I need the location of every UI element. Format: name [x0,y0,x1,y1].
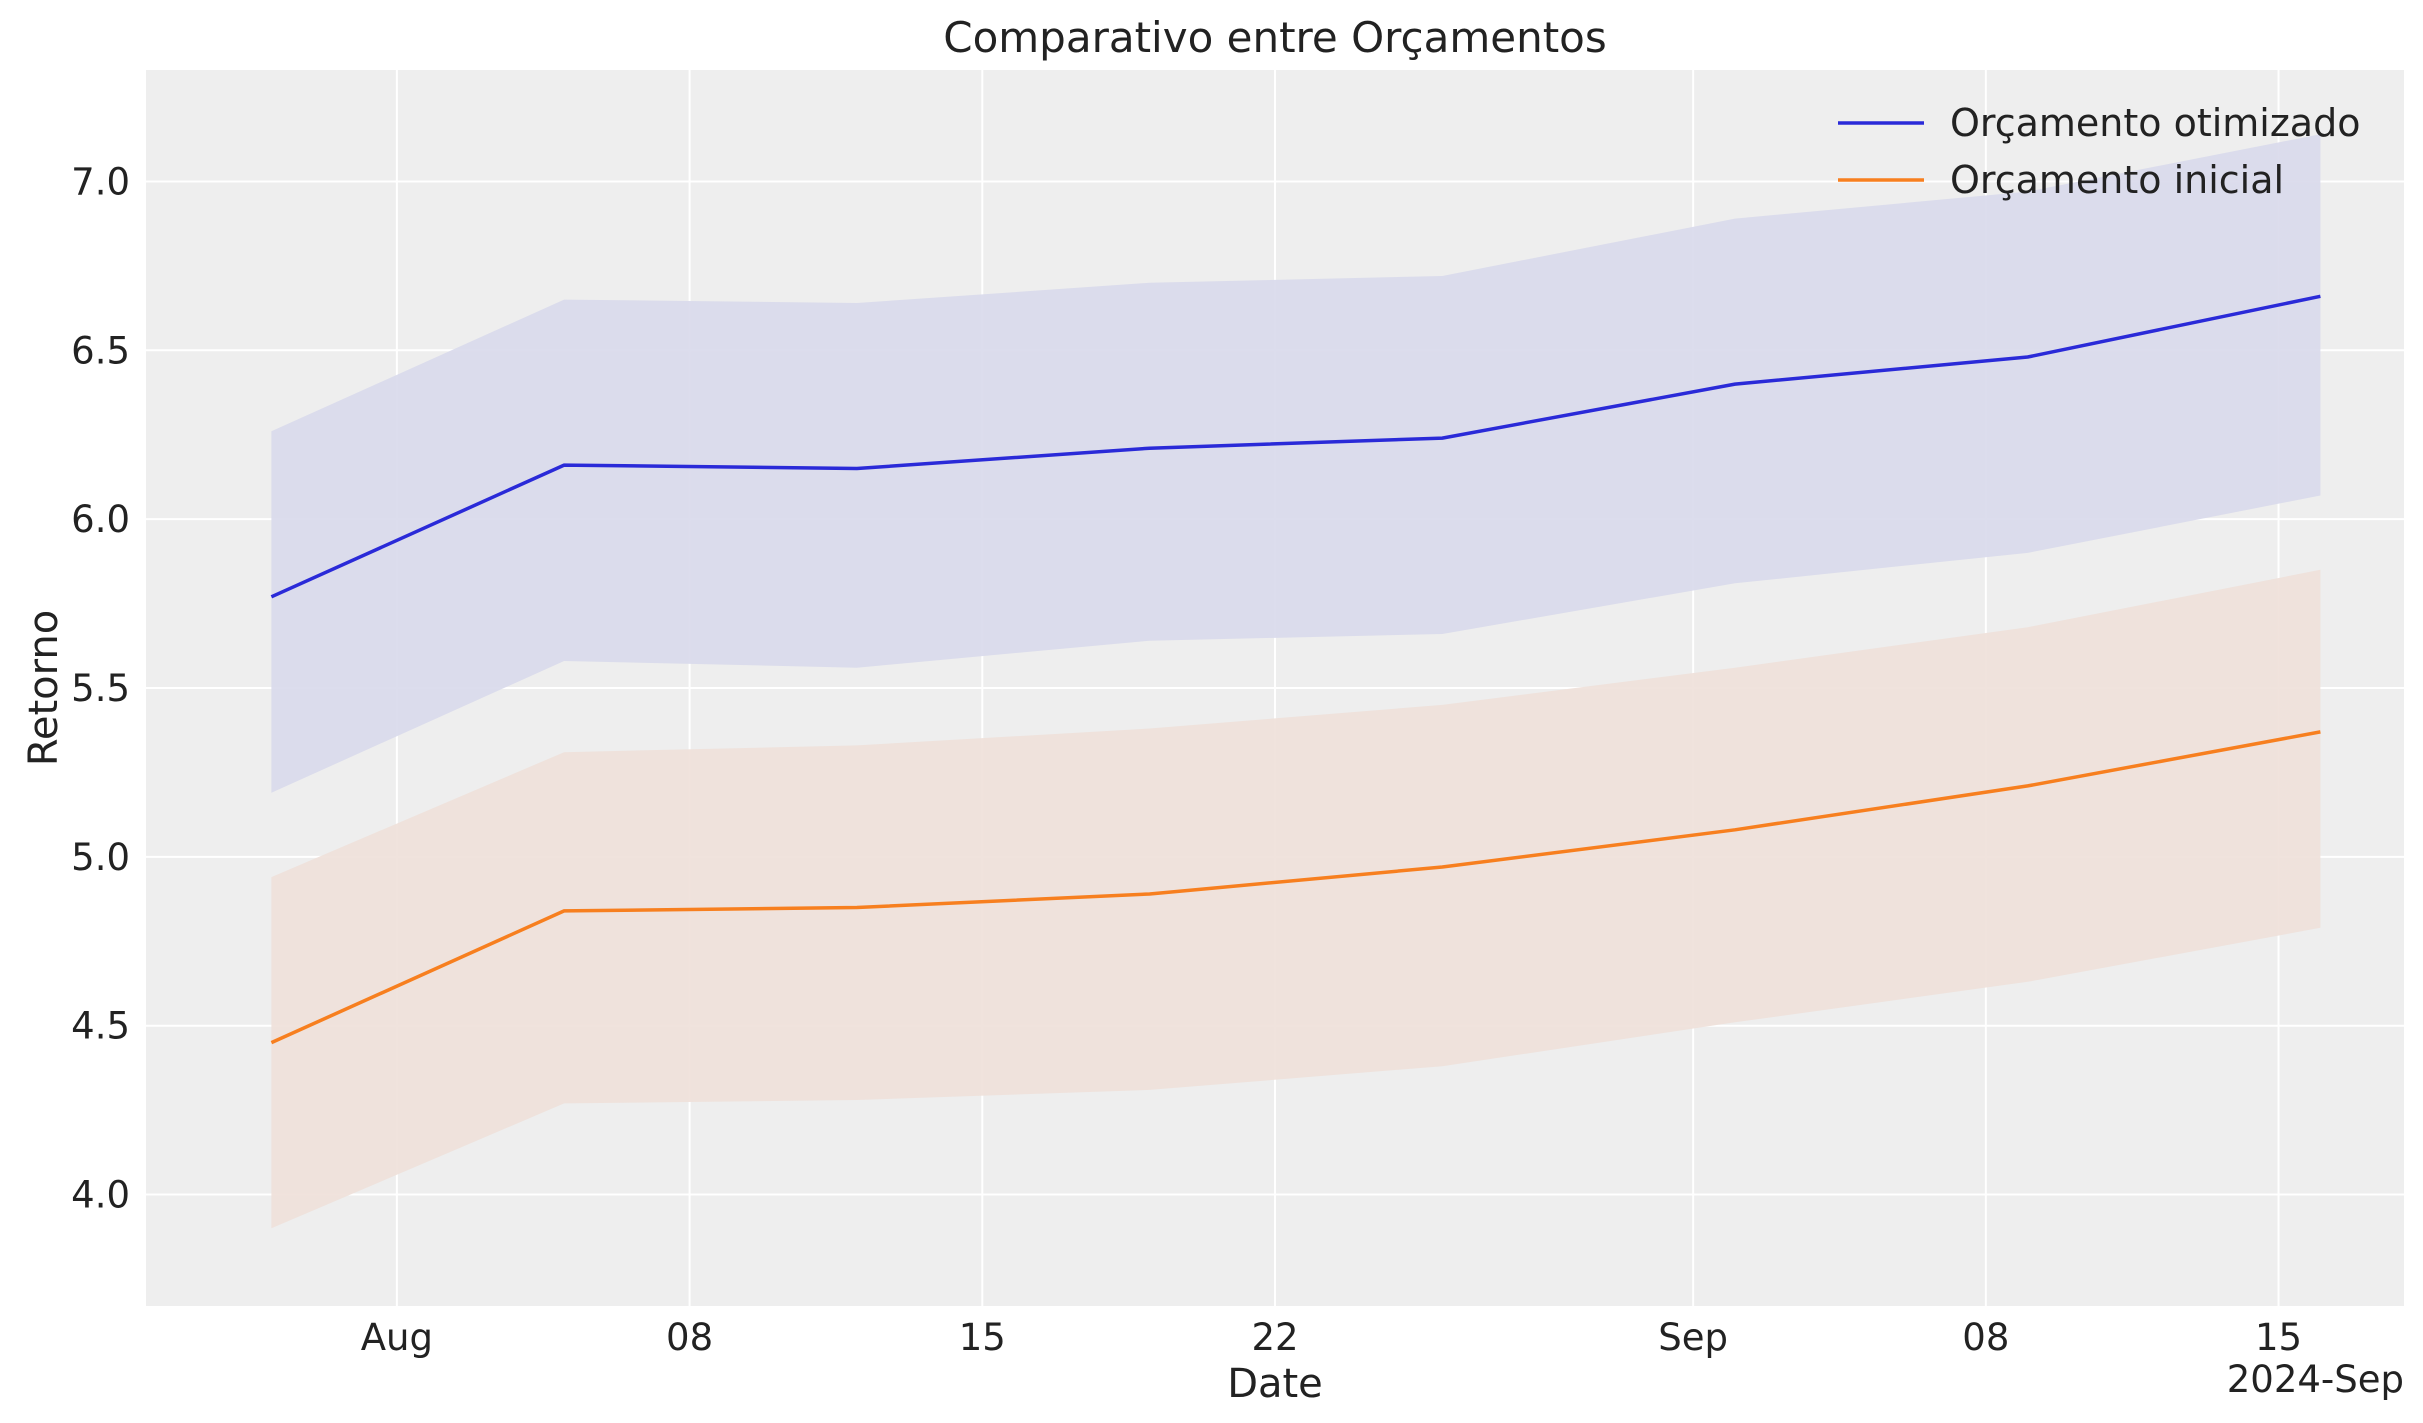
y-tick-label: 7.0 [71,160,130,203]
y-axis-title: Retorno [21,610,67,766]
y-tick-label: 4.5 [71,1005,130,1048]
x-tick-label: Sep [1658,1316,1728,1359]
x-axis-title: Date [1227,1361,1323,1407]
y-tick-label: 6.5 [71,329,130,372]
y-tick-label: 4.0 [71,1174,130,1217]
x-tick-labels: Aug 08 15 22 Sep 08 15 [361,1316,2302,1359]
band-orcamento-inicial [271,569,2321,1229]
line-orcamento-otimizado [270,294,2321,599]
x-tick-label: 15 [2255,1316,2302,1359]
x-tick-label: Aug [361,1316,433,1359]
legend: Orçamento otimizado Orçamento inicial [1838,101,2360,202]
x-tick-label: 08 [1962,1316,2009,1359]
x-tick-label: 15 [959,1316,1006,1359]
y-tick-label: 5.0 [71,836,130,879]
x-tick-label: 08 [666,1316,713,1359]
legend-label-orcamento-inicial: Orçamento inicial [1950,158,2284,202]
chart-title: Comparativo entre Orçamentos [943,13,1607,62]
x-tick-label: 22 [1251,1316,1298,1359]
x-offset-label: 2024-Sep [2227,1358,2404,1401]
line-orcamento-inicial [270,730,2321,1045]
y-tick-labels: 4.0 4.5 5.0 5.5 6.0 6.5 7.0 [71,160,130,1216]
y-tick-label: 6.0 [71,498,130,541]
band-orcamento-otimizado [271,134,2321,793]
uncertainty-bands [271,134,2321,1229]
legend-label-orcamento-otimizado: Orçamento otimizado [1950,101,2360,145]
y-tick-label: 5.5 [71,667,130,710]
series-lines [270,294,2321,1045]
